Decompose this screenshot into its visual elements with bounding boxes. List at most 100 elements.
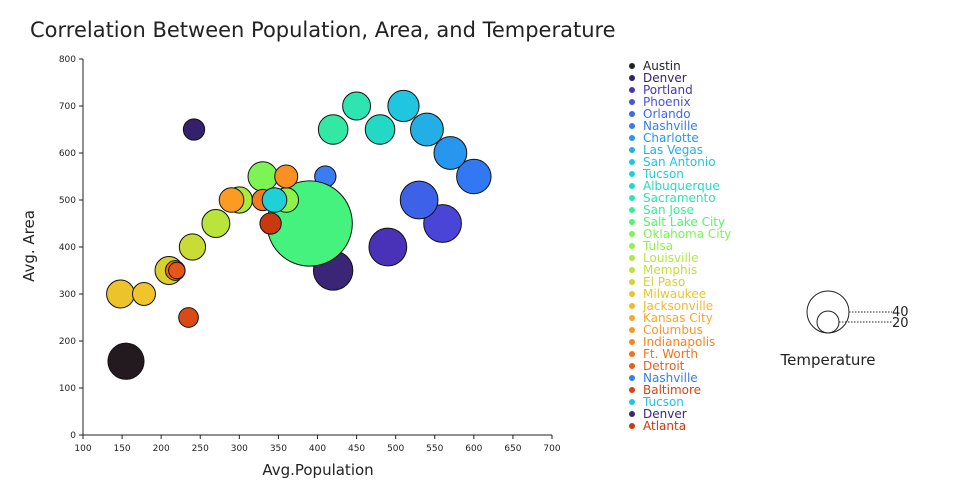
legend-item-label[interactable]: Salt Lake City (643, 215, 725, 229)
legend-marker[interactable] (629, 219, 635, 225)
bubble-point-22[interactable] (131, 282, 156, 306)
plot-area: 100 150 200 250 300 350 400 450 500 550 600 650 700 … (59, 55, 561, 454)
legend-item-label[interactable]: Memphis (643, 263, 697, 277)
legend-marker[interactable] (629, 243, 635, 249)
legend-marker[interactable] (629, 279, 635, 285)
legend-item-label[interactable]: Atlanta (643, 419, 686, 433)
legend-marker[interactable] (629, 327, 635, 333)
legend-item-label[interactable]: Baltimore (643, 383, 701, 397)
y-tick-label: 800 (59, 55, 76, 65)
legend-item-label[interactable]: Tulsa (642, 239, 673, 253)
legend-item-label[interactable]: Denver (643, 71, 687, 85)
x-axis-ticks: 100 150 200 250 300 350 400 450 500 550 600 650 700 (74, 435, 561, 454)
bubble-point-0[interactable] (107, 342, 145, 380)
legend-marker[interactable] (629, 315, 635, 321)
legend-item-label[interactable]: Las Vegas (643, 143, 703, 157)
bubble-point-29[interactable] (259, 212, 282, 235)
legend-marker[interactable] (629, 303, 635, 309)
legend-item-label[interactable]: Tucson (642, 395, 684, 409)
bubble-point-4[interactable] (423, 204, 462, 243)
legend-marker[interactable] (629, 351, 635, 357)
bubble-point-5[interactable] (399, 180, 439, 220)
legend-marker[interactable] (629, 135, 635, 141)
bubble-point-3[interactable] (368, 227, 408, 267)
legend-item-label[interactable]: Charlotte (643, 131, 699, 145)
bubble-point-24[interactable] (274, 164, 299, 189)
legend-marker[interactable] (629, 207, 635, 213)
legend-item-label[interactable]: Tucson (642, 167, 684, 181)
bubble-point-8[interactable] (433, 136, 468, 170)
legend-marker[interactable] (629, 123, 635, 129)
chart-title: Correlation Between Population, Area, an… (30, 18, 616, 42)
legend-marker[interactable] (629, 267, 635, 273)
size-legend-circle-small (816, 310, 840, 334)
y-tick-label: 100 (59, 384, 76, 394)
x-tick-label: 400 (309, 444, 326, 454)
legend-marker[interactable] (629, 291, 635, 297)
legend-marker[interactable] (629, 171, 635, 177)
bubble-point-27[interactable] (168, 261, 186, 280)
legend-marker[interactable] (629, 375, 635, 381)
legend-item-label[interactable]: Ft. Worth (643, 347, 698, 361)
legend-item-label[interactable]: Kansas City (643, 311, 713, 325)
legend-marker[interactable] (629, 423, 635, 429)
legend-item-label[interactable]: Phoenix (643, 95, 691, 109)
bubble-point-13[interactable] (317, 114, 349, 145)
legend-item-label[interactable]: San Antonio (643, 155, 716, 169)
bubble-series (106, 89, 492, 380)
legend-item-label[interactable]: Detroit (643, 359, 685, 373)
y-tick-label: 0 (70, 431, 76, 441)
bubble-point-23[interactable] (218, 187, 245, 213)
bubble-point-10[interactable] (387, 89, 420, 123)
legend-marker[interactable] (629, 147, 635, 153)
legend-marker[interactable] (629, 399, 635, 405)
y-tick-label: 300 (59, 290, 76, 300)
legend-marker[interactable] (629, 339, 635, 345)
bubble-point-21[interactable] (106, 279, 135, 309)
legend-marker[interactable] (629, 111, 635, 117)
legend-marker[interactable] (629, 195, 635, 201)
legend-marker[interactable] (629, 231, 635, 237)
legend-item-label[interactable]: Nashville (643, 371, 698, 385)
bubble-point-6[interactable] (456, 158, 492, 195)
bubble-point-11[interactable] (364, 114, 396, 145)
legend-item-label[interactable]: Albuquerque (643, 179, 720, 193)
bubble-point-19[interactable] (178, 233, 207, 261)
legend-marker[interactable] (629, 387, 635, 393)
legend-item-label[interactable]: Portland (643, 83, 693, 97)
legend-item-label[interactable]: Milwaukee (643, 287, 706, 301)
legend-item-label[interactable]: Denver (643, 407, 687, 421)
legend-marker[interactable] (629, 363, 635, 369)
bubble-point-1[interactable] (182, 118, 206, 141)
legend-item-label[interactable]: Oklahoma City (643, 227, 731, 241)
legend-item-label[interactable]: Nashville (643, 119, 698, 133)
legend-item-label[interactable]: San Jose (643, 203, 694, 217)
x-tick-label: 350 (270, 444, 287, 454)
bubble-point-30[interactable] (261, 187, 288, 213)
legend-marker[interactable] (629, 411, 635, 417)
bubble-point-18[interactable] (201, 209, 231, 238)
legend-item-label[interactable]: Columbus (643, 323, 703, 337)
bubble-point-28[interactable] (178, 307, 199, 328)
legend-item-label[interactable]: Orlando (643, 107, 691, 121)
y-tick-label: 200 (59, 337, 76, 347)
bubble-point-15[interactable] (247, 161, 279, 192)
legend-marker[interactable] (629, 99, 635, 105)
legend-item-label[interactable]: Sacramento (643, 191, 716, 205)
legend-item-label[interactable]: Austin (643, 59, 681, 73)
x-tick-label: 200 (153, 444, 170, 454)
bubble-point-12[interactable] (342, 91, 372, 121)
legend-item-label[interactable]: Jacksonville (642, 299, 713, 313)
legend-marker[interactable] (629, 255, 635, 261)
legend-marker[interactable] (629, 87, 635, 93)
legend-item-label[interactable]: Louisville (643, 251, 699, 265)
size-legend-label-large: 40 (892, 305, 909, 320)
legend-marker[interactable] (629, 183, 635, 189)
legend-marker[interactable] (629, 75, 635, 81)
legend-item-label[interactable]: Indianapolis (643, 335, 715, 349)
legend-marker[interactable] (629, 63, 635, 69)
legend-marker[interactable] (629, 159, 635, 165)
bubble-point-9[interactable] (410, 112, 444, 147)
legend-item-label[interactable]: El Paso (643, 275, 685, 289)
